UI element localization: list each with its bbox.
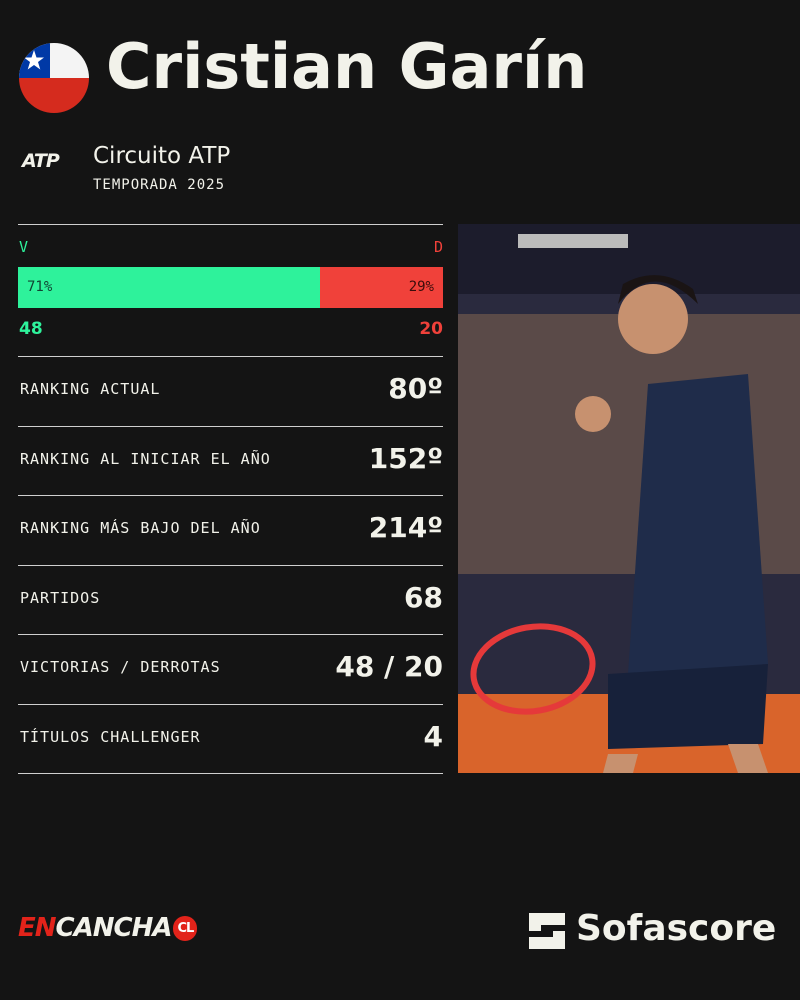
stat-label: RANKING ACTUAL [20,380,161,398]
stat-value: 80º [388,372,443,405]
record-bar: 71% 29% [18,267,443,308]
divider [18,565,443,566]
logo-cancha: CANCHA [55,913,173,943]
sofascore-icon [529,913,565,949]
stat-value: 152º [368,441,443,475]
player-name: Cristian Garín [106,30,588,103]
stat-label: TÍTULOS CHALLENGER [20,727,201,746]
stat-label: VICTORIAS / DERROTAS [20,658,221,676]
loss-bar [319,267,443,308]
stat-label: RANKING AL INICIAR EL AÑO [20,449,271,468]
win-bar [18,267,320,308]
wins: 48 [19,319,43,339]
logo-en: EN [18,913,57,943]
losses: 20 [419,319,443,339]
player-photo [458,224,800,773]
divider [18,495,443,496]
stat-value: 214º [368,511,443,544]
win-pct: 71% [27,279,53,295]
logo-cl: CL [173,916,198,941]
divider [18,356,443,357]
stat-value: 48 / 20 [335,650,443,683]
atp-logo: ATP [22,150,60,172]
stat-value: 4 [423,719,443,753]
loss-label: D [433,238,443,256]
divider [18,773,443,774]
stat-label: PARTIDOS [20,588,101,607]
season: TEMPORADA 2025 [93,177,226,193]
divider [18,224,443,225]
loss-pct: 29% [408,279,434,295]
encancha-logo: ENCANCHA CL [18,913,198,943]
divider [18,704,443,705]
divider [18,634,443,635]
stat-label: RANKING MÁS BAJO DEL AÑO [20,519,261,537]
win-label: V [19,238,29,256]
circuit-name: Circuito ATP [93,143,231,169]
chile-flag [19,43,89,113]
sofascore-logo: Sofascore [576,908,777,949]
stat-value: 68 [404,580,443,614]
divider [18,426,443,427]
